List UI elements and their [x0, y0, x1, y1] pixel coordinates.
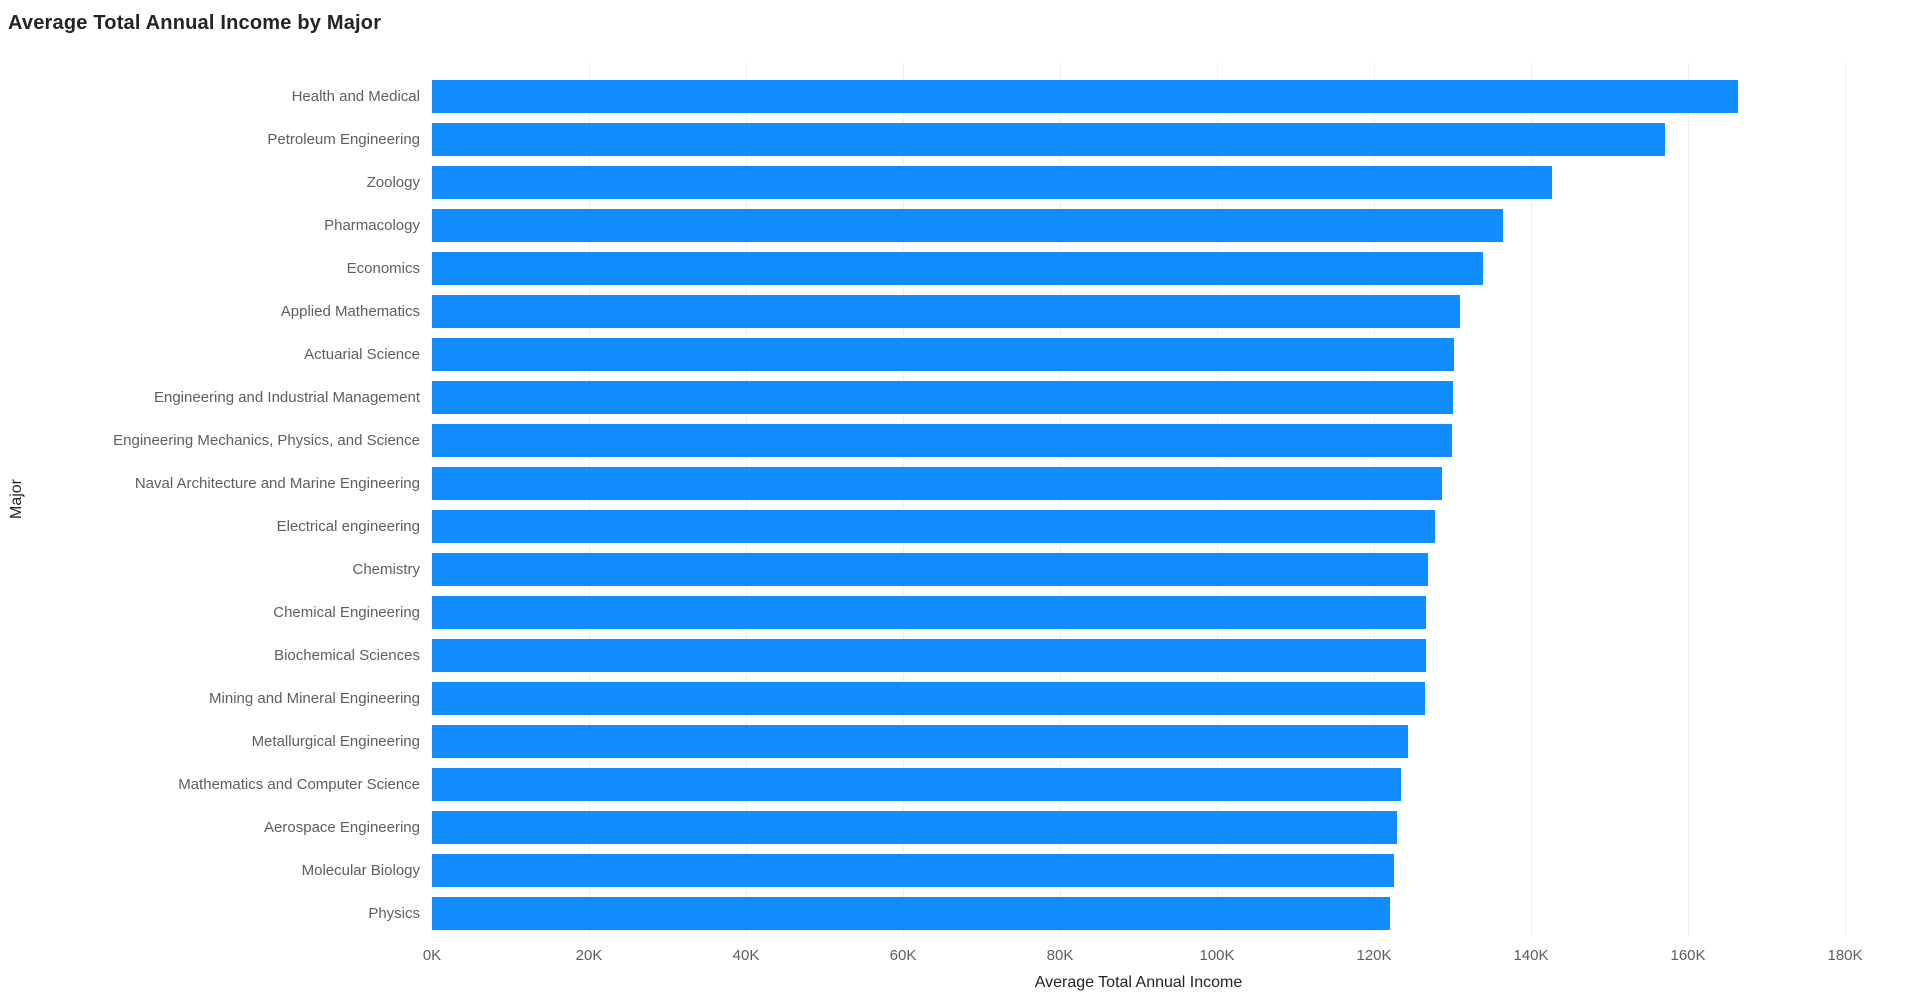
- category-label: Metallurgical Engineering: [251, 733, 420, 750]
- category-label: Health and Medical: [291, 88, 420, 105]
- bar[interactable]: [432, 811, 1397, 844]
- category-label: Actuarial Science: [304, 346, 420, 363]
- category-label: Chemistry: [352, 561, 420, 578]
- bar[interactable]: [432, 209, 1503, 242]
- bar[interactable]: [432, 682, 1425, 715]
- x-axis-tick-label: 20K: [575, 947, 603, 964]
- bar[interactable]: [432, 639, 1426, 672]
- category-label: Molecular Biology: [301, 862, 420, 879]
- gridline: [1845, 62, 1846, 935]
- category-label: Applied Mathematics: [280, 303, 420, 320]
- bar[interactable]: [432, 295, 1461, 328]
- x-axis-ticks: 0K 20K 40K 60K 80K 100K 120K 140K 160K 1…: [423, 947, 1863, 967]
- category-label: Mathematics and Computer Science: [178, 776, 420, 793]
- bar-row: Health and Medical: [0, 75, 1920, 118]
- category-label: Engineering and Industrial Management: [153, 389, 420, 406]
- bar-row: Pharmacology: [0, 204, 1920, 247]
- category-label: Physics: [368, 905, 420, 922]
- bar[interactable]: [432, 80, 1739, 113]
- bar-row: Electrical engineering: [0, 505, 1920, 548]
- bar-row: Metallurgical Engineering: [0, 720, 1920, 763]
- bar[interactable]: [432, 725, 1408, 758]
- bar[interactable]: [432, 424, 1452, 457]
- bar[interactable]: [432, 381, 1454, 414]
- bar-row: Mathematics and Computer Science: [0, 763, 1920, 806]
- bar[interactable]: [432, 596, 1426, 629]
- gridline: [1531, 62, 1532, 935]
- bar[interactable]: [432, 854, 1394, 887]
- bar-row: Zoology: [0, 161, 1920, 204]
- bar-row: Engineering Mechanics, Physics, and Scie…: [0, 419, 1920, 462]
- category-label: Chemical Engineering: [273, 604, 420, 621]
- bar-row: Molecular Biology: [0, 849, 1920, 892]
- x-axis-tick-label: 140K: [1513, 947, 1549, 964]
- bar-row: Economics: [0, 247, 1920, 290]
- bar[interactable]: [432, 467, 1443, 500]
- bar-row: Applied Mathematics: [0, 290, 1920, 333]
- category-label: Electrical engineering: [276, 518, 420, 535]
- bar-row: Chemical Engineering: [0, 591, 1920, 634]
- category-label: Mining and Mineral Engineering: [209, 690, 420, 707]
- x-axis-tick-label: 80K: [1046, 947, 1074, 964]
- bar-row: Chemistry: [0, 548, 1920, 591]
- x-axis-title: Average Total Annual Income: [1034, 974, 1243, 991]
- x-axis-tick-label: 40K: [732, 947, 760, 964]
- x-axis-tick-label: 180K: [1827, 947, 1863, 964]
- bar[interactable]: [432, 897, 1390, 930]
- bar-rows: Health and Medical Petroleum Engineering…: [0, 75, 1920, 935]
- bar-row: Mining and Mineral Engineering: [0, 677, 1920, 720]
- bar-row: Engineering and Industrial Management: [0, 376, 1920, 419]
- bar-row: Physics: [0, 892, 1920, 935]
- bar[interactable]: [432, 768, 1401, 801]
- bar[interactable]: [432, 252, 1484, 285]
- chart-title: Average Total Annual Income by Major: [8, 12, 382, 34]
- gridline: [1688, 62, 1689, 935]
- category-label: Biochemical Sciences: [274, 647, 420, 664]
- bar[interactable]: [432, 510, 1436, 543]
- x-axis-tick-label: 160K: [1670, 947, 1706, 964]
- bar[interactable]: [432, 338, 1455, 371]
- x-axis-tick-label: 120K: [1356, 947, 1392, 964]
- category-label: Aerospace Engineering: [264, 819, 420, 836]
- bar-row: Petroleum Engineering: [0, 118, 1920, 161]
- bar[interactable]: [432, 553, 1429, 586]
- bar-row: Naval Architecture and Marine Engineerin…: [0, 462, 1920, 505]
- category-label: Petroleum Engineering: [267, 131, 420, 148]
- bar[interactable]: [432, 166, 1553, 199]
- bar-row: Actuarial Science: [0, 333, 1920, 376]
- category-label: Pharmacology: [324, 217, 420, 234]
- bar-row: Biochemical Sciences: [0, 634, 1920, 677]
- category-label: Naval Architecture and Marine Engineerin…: [134, 475, 420, 492]
- category-label: Economics: [346, 260, 420, 277]
- category-label: Engineering Mechanics, Physics, and Scie…: [113, 432, 420, 449]
- x-axis-tick-label: 100K: [1199, 947, 1235, 964]
- bar-row: Aerospace Engineering: [0, 806, 1920, 849]
- x-axis-tick-label: 60K: [889, 947, 917, 964]
- x-axis-tick-label: 0K: [422, 947, 442, 964]
- category-label: Zoology: [366, 174, 420, 191]
- bar[interactable]: [432, 123, 1666, 156]
